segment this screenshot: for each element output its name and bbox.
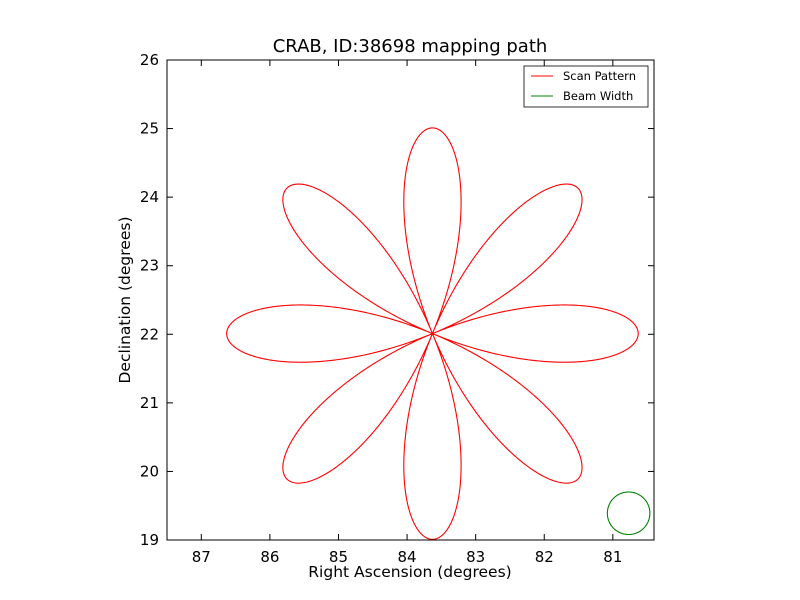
x-tick-label: 86 <box>260 548 279 566</box>
y-tick-label: 25 <box>140 120 159 138</box>
x-tick-label: 87 <box>192 548 211 566</box>
y-tick-label: 20 <box>140 462 159 480</box>
plot-data <box>226 127 651 540</box>
y-tick-label: 26 <box>140 51 159 69</box>
y-tick-label: 24 <box>140 188 159 206</box>
y-tick-label: 22 <box>140 325 159 343</box>
axis-ticks: 87 86 85 84 83 82 81 19 20 21 22 23 24 25 26 <box>140 51 654 566</box>
y-tick-label: 21 <box>140 394 159 412</box>
series-line-beam-width <box>606 491 651 536</box>
legend: Scan Pattern Beam Width <box>523 65 649 108</box>
x-axis-label: Right Ascension (degrees) <box>308 563 511 581</box>
y-tick-label: 19 <box>140 531 159 549</box>
chart-title: CRAB, ID:38698 mapping path <box>273 36 548 57</box>
x-tick-label: 83 <box>466 548 485 566</box>
x-tick-label: 81 <box>603 548 622 566</box>
y-tick-label: 23 <box>140 257 159 275</box>
x-tick-label: 82 <box>535 548 554 566</box>
x-tick-label: 85 <box>329 548 348 566</box>
series-line-scan-pattern <box>226 127 639 540</box>
x-tick-label: 84 <box>398 548 417 566</box>
y-axis-label: Declination (degrees) <box>116 216 134 383</box>
legend-label-scan-pattern: Scan Pattern <box>563 69 636 83</box>
legend-box <box>523 65 649 108</box>
plot-frame <box>166 59 655 541</box>
legend-label-beam-width: Beam Width <box>563 89 633 103</box>
